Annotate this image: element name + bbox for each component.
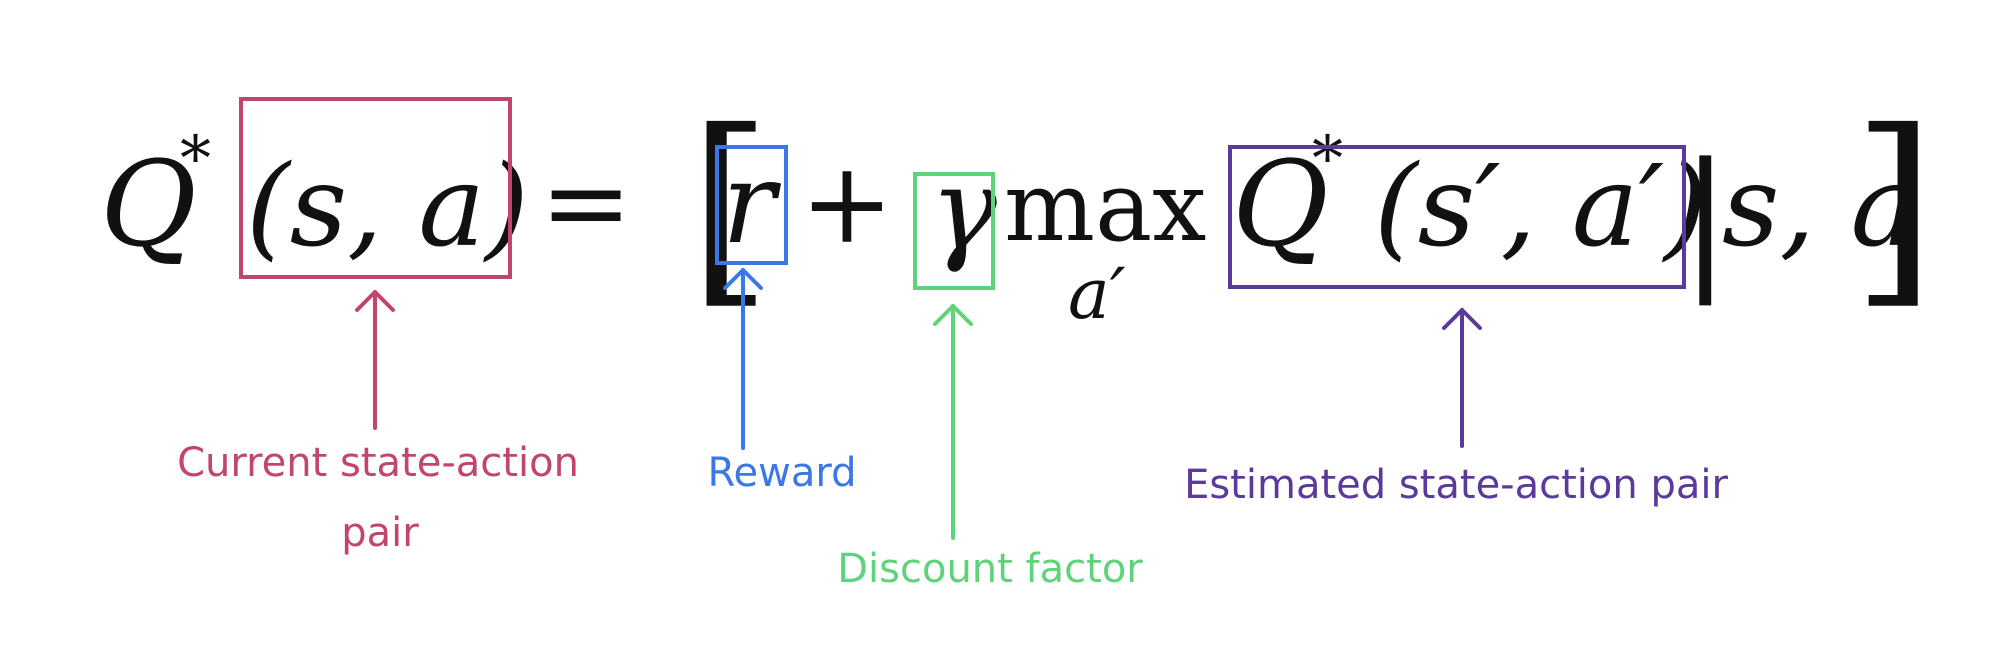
current-pair-arrow: [355, 290, 395, 430]
condition-args: s, a: [1722, 142, 1917, 272]
plus-sign: +: [800, 139, 894, 269]
reward-symbol: r: [722, 139, 782, 269]
reward-highlight-box: [715, 145, 788, 265]
current-pair-label-line1: Current state-action: [177, 440, 579, 486]
rhs-star: *: [1312, 122, 1343, 195]
lhs-args: (s, a): [246, 142, 529, 272]
equals-sign: =: [540, 138, 632, 266]
gamma-highlight-box: [913, 172, 995, 290]
gamma-symbol: γ: [930, 145, 998, 275]
close-bracket: ]: [1852, 85, 1936, 327]
discount-label: Discount factor: [837, 546, 1143, 592]
equation: Q * (s, a) = [ r + γ max a′ Q * (s′, a′)…: [100, 85, 1936, 335]
rhs-args: (s′, a′): [1374, 142, 1708, 272]
discount-arrow: [933, 304, 973, 540]
reward-label: Reward: [708, 450, 857, 496]
max-operator: max: [1004, 151, 1206, 263]
estimated-pair-highlight-box: [1228, 145, 1686, 289]
lhs-q-symbol: Q: [100, 135, 197, 273]
estimated-pair-arrow: [1442, 308, 1482, 448]
max-subscript: a′: [1068, 253, 1126, 335]
lhs-star: *: [180, 122, 211, 195]
reward-arrow: [723, 268, 763, 450]
conditional-bar: |: [1680, 132, 1731, 306]
current-pair-highlight-box: [239, 97, 512, 279]
estimated-pair-label: Estimated state-action pair: [1184, 462, 1728, 508]
current-pair-label-line2: pair: [341, 510, 419, 556]
rhs-q-symbol: Q: [1232, 135, 1329, 273]
